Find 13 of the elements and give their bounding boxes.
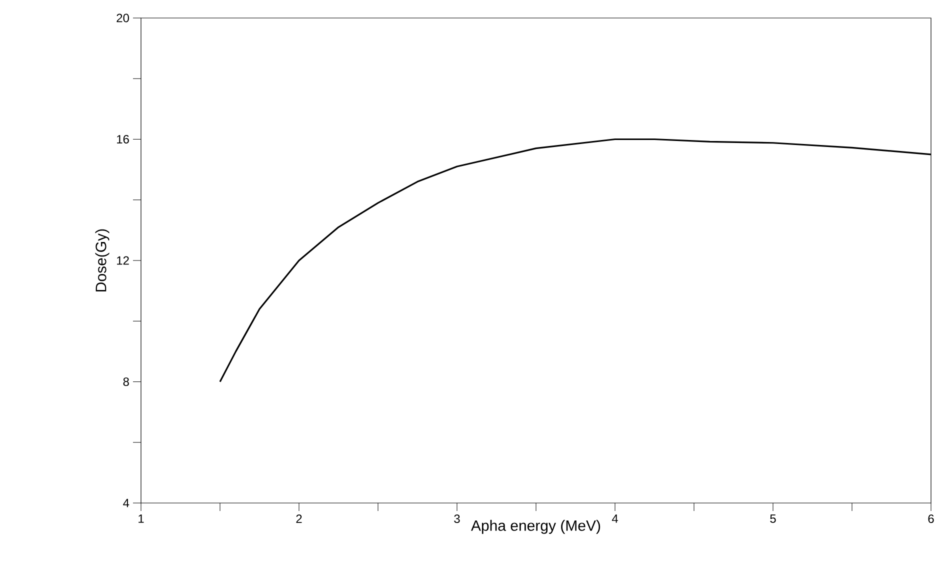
y-axis-title: Dose(Gy) <box>95 229 110 292</box>
y-tick-label: 20 <box>116 14 130 22</box>
y-tick-label: 16 <box>117 135 129 144</box>
x-tick-label: 4 <box>612 514 618 523</box>
y-tick-label: 4 <box>123 498 130 508</box>
y-tick-label: 8 <box>123 378 129 386</box>
x-axis-title: Apha energy (MeV) <box>471 520 600 534</box>
x-tick-label: 1 <box>138 514 144 523</box>
y-tick-label: 12 <box>117 256 129 265</box>
x-tick-label: 2 <box>296 514 302 523</box>
x-tick-label: 3 <box>454 514 460 524</box>
x-tick-label: 6 <box>928 514 934 524</box>
x-tick-label: 5 <box>770 514 776 523</box>
